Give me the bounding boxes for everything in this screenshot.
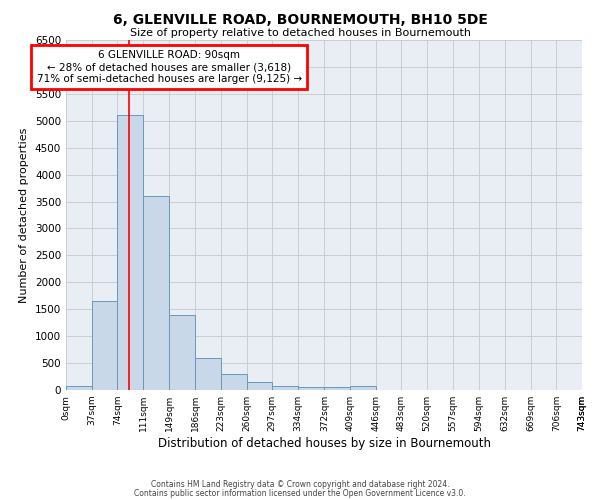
Text: Contains HM Land Registry data © Crown copyright and database right 2024.: Contains HM Land Registry data © Crown c… <box>151 480 449 489</box>
Bar <box>221 374 247 390</box>
Bar <box>298 388 325 390</box>
Text: Contains public sector information licensed under the Open Government Licence v3: Contains public sector information licen… <box>134 488 466 498</box>
Bar <box>143 196 169 390</box>
Bar <box>325 388 350 390</box>
Bar <box>272 386 298 390</box>
Bar <box>169 314 195 390</box>
Bar <box>66 386 92 390</box>
Bar <box>350 386 376 390</box>
Bar <box>195 358 221 390</box>
Bar <box>118 116 143 390</box>
Text: Size of property relative to detached houses in Bournemouth: Size of property relative to detached ho… <box>130 28 470 38</box>
Text: 6, GLENVILLE ROAD, BOURNEMOUTH, BH10 5DE: 6, GLENVILLE ROAD, BOURNEMOUTH, BH10 5DE <box>113 12 487 26</box>
Bar <box>247 382 272 390</box>
Bar <box>92 301 118 390</box>
Y-axis label: Number of detached properties: Number of detached properties <box>19 128 29 302</box>
Text: 6 GLENVILLE ROAD: 90sqm
← 28% of detached houses are smaller (3,618)
71% of semi: 6 GLENVILLE ROAD: 90sqm ← 28% of detache… <box>37 50 302 84</box>
X-axis label: Distribution of detached houses by size in Bournemouth: Distribution of detached houses by size … <box>157 437 491 450</box>
